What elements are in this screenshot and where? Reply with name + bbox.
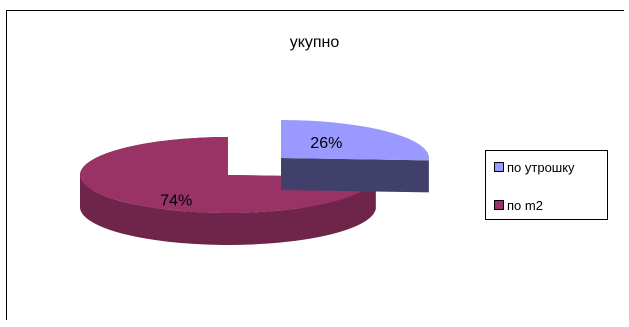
legend-item-1: по m2 — [494, 197, 543, 213]
chart-title: укупно — [289, 34, 340, 51]
legend-swatch-0 — [494, 162, 504, 172]
pie-slice-0-top — [281, 120, 429, 161]
legend-label-1: по m2 — [507, 197, 543, 213]
pie-slice-1-top — [80, 137, 376, 213]
legend-label-0: по утрошку — [507, 159, 575, 175]
pie-slice-0-wall-1 — [281, 158, 429, 193]
legend-item-0: по утрошку — [494, 159, 575, 175]
pie-slice-1-label: 74% — [160, 193, 192, 210]
legend: по утрошку по m2 — [485, 150, 608, 220]
pie-slice-1-rim-0 — [80, 175, 376, 245]
legend-swatch-1 — [494, 200, 504, 210]
pie-slice-0: 26% — [281, 120, 429, 193]
pie-slice-0-label: 26% — [310, 135, 342, 152]
